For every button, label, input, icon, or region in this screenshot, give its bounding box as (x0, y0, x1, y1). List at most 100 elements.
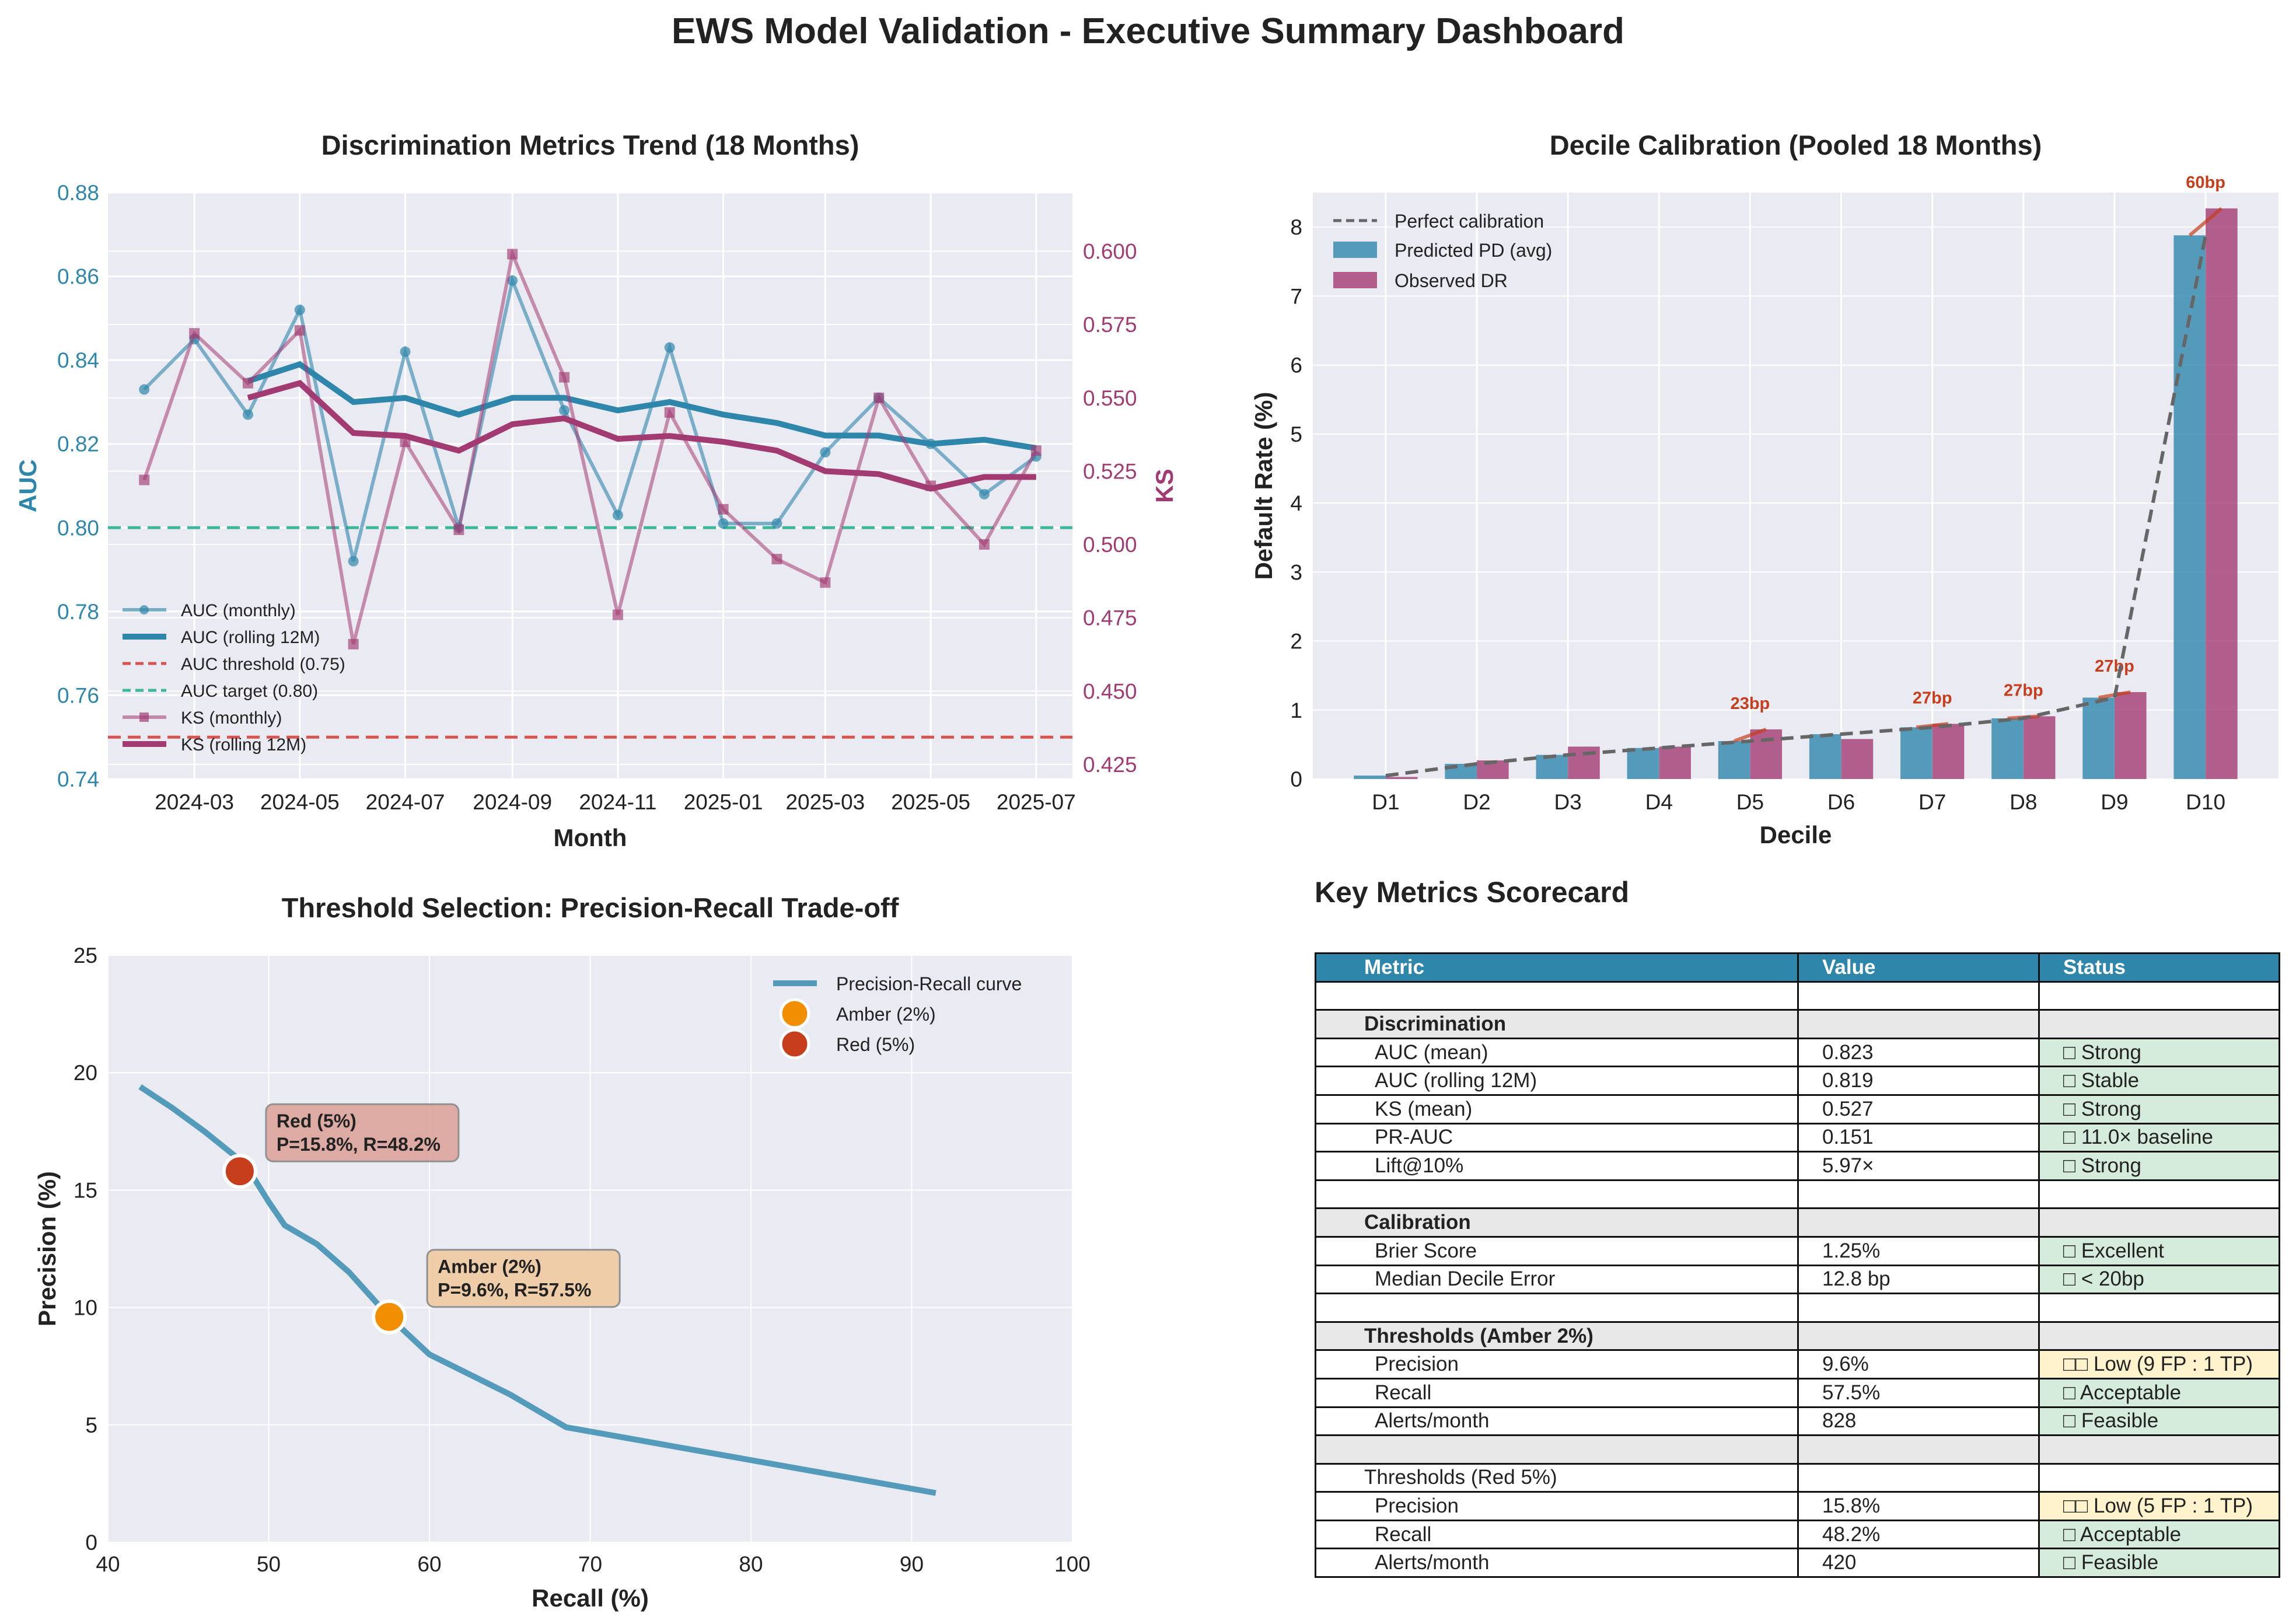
x-tick-label: D7 (1918, 790, 1946, 814)
scorecard-cell-status (2038, 1009, 2280, 1039)
ks-monthly-point (559, 372, 570, 383)
auc-monthly-point (664, 342, 675, 353)
ks-monthly-point (139, 474, 150, 486)
ks-monthly-point (873, 392, 885, 403)
scorecard-row: Brier Score 1.25% □ Excellent (1315, 1235, 2280, 1266)
y2-tick-label: 0.425 (1083, 753, 1137, 777)
annotation-title: Red (5%) (277, 1110, 357, 1131)
y-axis-label: Precision (%) (33, 1171, 61, 1326)
annotation-title: Amber (2%) (438, 1256, 541, 1277)
auc-monthly-point (820, 447, 831, 458)
auc-monthly-point (612, 509, 623, 521)
auc-monthly-point (348, 556, 359, 567)
scorecard-row (1315, 1179, 2280, 1210)
x-axis-label: Recall (%) (532, 1584, 649, 1612)
y-tick-label: 7 (1290, 284, 1302, 308)
scorecard-cell-metric: Lift@10% (1315, 1151, 1799, 1181)
legend-label: Red (5%) (836, 1034, 915, 1055)
annotation-text: P=15.8%, R=48.2% (277, 1134, 441, 1155)
legend-label: AUC (rolling 12M) (181, 628, 320, 647)
error-annotation: 27bp (1913, 689, 1952, 707)
scorecard-cell-status (2038, 1179, 2280, 1210)
x-tick-label: D2 (1463, 790, 1490, 814)
x-tick-label: 50 (257, 1552, 281, 1576)
y-tick-label: 0.80 (57, 516, 99, 540)
legend-label: KS (rolling 12M) (181, 735, 306, 755)
y-tick-label: 0 (85, 1531, 97, 1555)
auc-monthly-point (139, 384, 150, 395)
scorecard-cell-status: □ 11.0× baseline (2038, 1122, 2280, 1153)
ks-monthly-point (978, 539, 990, 550)
y-tick-label: 25 (74, 944, 97, 968)
x-tick-label: 2025-07 (997, 790, 1076, 814)
scorecard-cell-value: 828 (1797, 1406, 2040, 1437)
y-tick-label: 0.82 (57, 432, 99, 456)
x-tick-label: 2024-05 (260, 790, 340, 814)
observed-bar (2206, 208, 2238, 780)
legend-label: Amber (2%) (836, 1004, 936, 1025)
y-tick-label: 0 (1290, 767, 1302, 791)
y2-tick-label: 0.450 (1083, 679, 1137, 703)
observed-bar (2023, 716, 2056, 779)
error-connector (2188, 207, 2223, 237)
x-tick-label: 80 (739, 1552, 763, 1576)
auc-monthly-point (771, 518, 782, 529)
scorecard-row: PR-AUC 0.151 □ 11.0× baseline (1315, 1122, 2280, 1153)
scorecard-row: Lift@10% 5.97× □ Strong (1315, 1151, 2280, 1181)
scorecard-cell-status (2038, 1462, 2280, 1493)
predicted-bar (1809, 734, 1841, 779)
legend-marker (139, 605, 149, 614)
scorecard-cell-status: □ Strong (2038, 1151, 2280, 1181)
error-annotation: 23bp (1731, 694, 1770, 713)
scorecard-cell-metric: Recall (1315, 1377, 1799, 1408)
legend-marker (779, 998, 810, 1029)
scorecard-cell-value: 0.151 (1797, 1122, 2040, 1153)
auc-monthly-point (559, 405, 570, 416)
scorecard-row (1315, 1434, 2280, 1465)
y2-tick-label: 0.525 (1083, 459, 1137, 483)
y-tick-label: 0.88 (57, 181, 99, 205)
legend-label: Predicted PD (avg) (1395, 240, 1552, 261)
scorecard-cell-status: □ Acceptable (2038, 1519, 2280, 1550)
annotation-box (265, 1103, 460, 1162)
x-tick-label: 2025-01 (684, 790, 763, 814)
y-axis-label: AUC (14, 459, 41, 512)
predicted-bar (2082, 697, 2115, 779)
y2-tick-label: 0.600 (1083, 240, 1137, 264)
annotation-text: P=9.6%, R=57.5% (438, 1280, 591, 1301)
ks-monthly-point (242, 378, 253, 389)
x-tick-label: D1 (1372, 790, 1399, 814)
ks-monthly-point (189, 328, 200, 339)
y-tick-label: 5 (1290, 422, 1302, 446)
auc-monthly-point (718, 518, 729, 529)
y-tick-label: 0.76 (57, 683, 99, 707)
scorecard-cell-value (1797, 1179, 2040, 1210)
x-tick-label: D3 (1554, 790, 1582, 814)
chart-title: Threshold Selection: Precision-Recall Tr… (282, 892, 899, 923)
ks-monthly-point (718, 504, 729, 515)
ks-monthly-point (1030, 445, 1042, 456)
x-tick-label: D6 (1827, 790, 1855, 814)
scorecard-cell-value (1797, 1293, 2040, 1323)
scorecard-cell-value: 0.527 (1797, 1094, 2040, 1124)
ks-monthly-point (507, 249, 518, 260)
predicted-bar (1900, 727, 1932, 779)
y-tick-label: 6 (1290, 354, 1302, 378)
scorecard-row: Thresholds (Amber 2%) (1315, 1321, 2280, 1351)
scorecard-cell-status: □ Feasible (2038, 1406, 2280, 1437)
red-threshold-point (222, 1154, 257, 1189)
scorecard-cell-status (2038, 1207, 2280, 1238)
legend-swatch (1333, 272, 1377, 288)
scorecard-row: Precision 9.6% □□ Low (9 FP : 1 TP) (1315, 1349, 2280, 1379)
legend-label: AUC (monthly) (181, 601, 296, 620)
y-tick-label: 3 (1290, 560, 1302, 584)
scorecard-cell-status: □ Strong (2038, 1037, 2280, 1068)
scorecard-cell-status: □□ Low (5 FP : 1 TP) (2038, 1491, 2280, 1521)
scorecard-cell-value: 420 (1797, 1548, 2040, 1578)
legend-label: Observed DR (1395, 270, 1508, 291)
scorecard-cell-metric: Median Decile Error (1315, 1264, 1799, 1295)
legend-marker (779, 1028, 810, 1060)
legend-label: AUC threshold (0.75) (181, 655, 345, 674)
chart-title: Discrimination Metrics Trend (18 Months) (321, 130, 859, 160)
auc-monthly-line (143, 274, 1037, 562)
